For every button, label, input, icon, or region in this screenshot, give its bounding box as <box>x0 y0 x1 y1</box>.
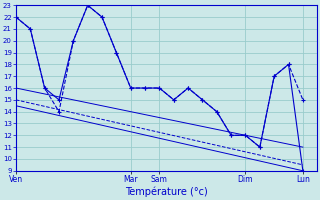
X-axis label: Température (°c): Température (°c) <box>125 187 208 197</box>
